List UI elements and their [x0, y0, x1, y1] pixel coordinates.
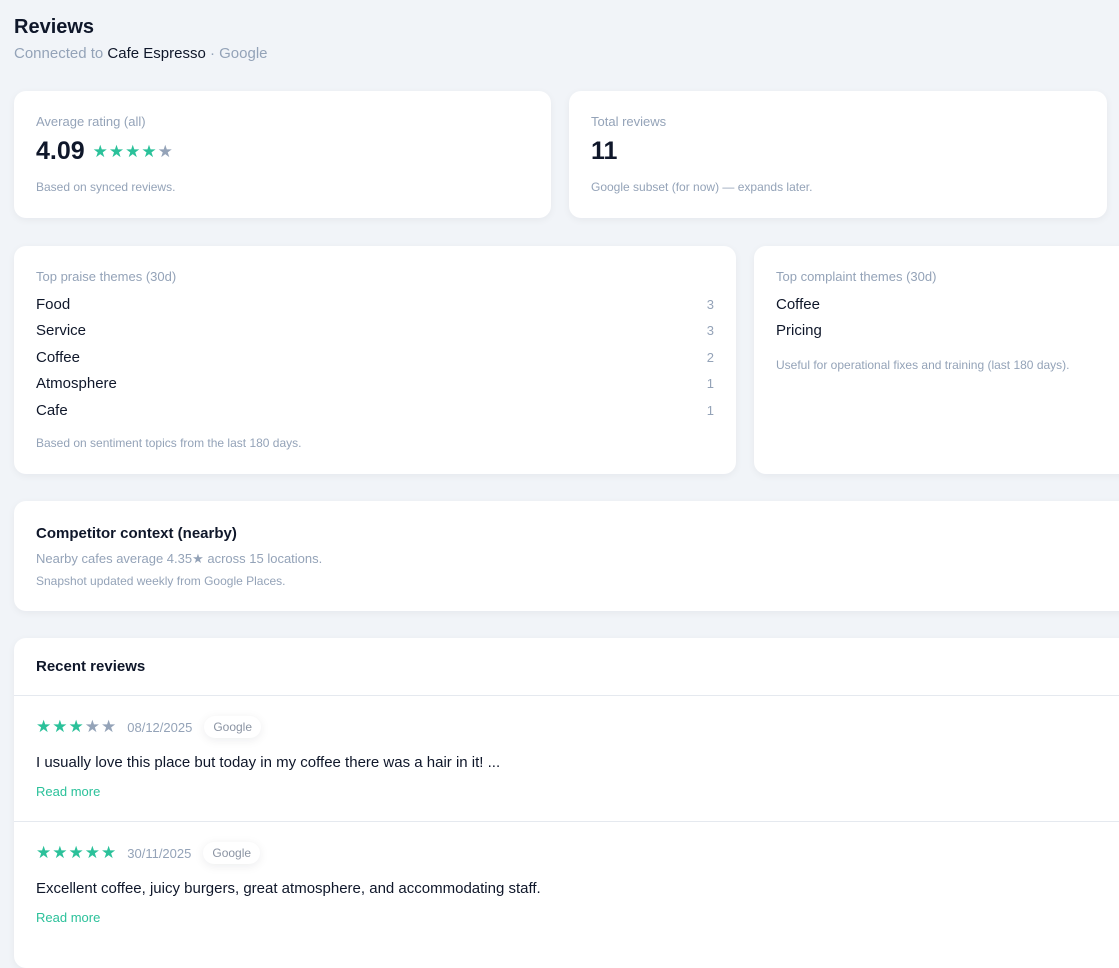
competitor-line: Nearby cafes average 4.35★ across 15 loc… — [36, 551, 323, 566]
rating-stars: ★★★★★ — [93, 142, 174, 162]
star-empty-icon: ★ — [157, 141, 174, 161]
complaint-themes-card: Top complaint themes (30d) Coffee Pricin… — [754, 246, 1119, 474]
star-filled-icon: ★ — [36, 843, 53, 862]
praise-note: Based on sentiment topics from the last … — [36, 436, 302, 450]
complaint-item: Coffee — [776, 295, 820, 313]
star-empty-icon: ★ — [84, 717, 101, 736]
review-text: Excellent coffee, juicy burgers, great a… — [36, 880, 541, 897]
source-badge: Google — [204, 716, 262, 738]
star-filled-icon: ★ — [68, 843, 85, 862]
praise-label: Top praise themes (30d) — [36, 269, 177, 284]
star-filled-icon: ★ — [36, 717, 53, 736]
complaint-note: Useful for operational fixes and trainin… — [776, 358, 1070, 372]
praise-list: Food 3 Service 3 Coffee 2 Atmosphere 1 Cafe 1 — [36, 291, 714, 424]
complaint-item: Pricing — [776, 322, 822, 340]
praise-item: Coffee 2 — [36, 348, 714, 366]
recent-reviews-card: Recent reviews ★★★★★ 08/12/2025 Google I u… — [14, 638, 1119, 968]
avg-label: Average rating (all) — [36, 114, 146, 129]
competitor-title: Competitor context (nearby) — [36, 525, 237, 542]
star-filled-icon: ★ — [68, 717, 85, 736]
total-reviews-card: Total reviews 11 Google subset (for now)… — [569, 91, 1107, 218]
praise-themes-card: Top praise themes (30d) Food 3 Service 3 C… — [14, 246, 736, 474]
business-name: Cafe Espresso — [107, 45, 206, 62]
praise-item: Atmosphere 1 — [36, 375, 714, 393]
total-label: Total reviews — [591, 114, 667, 129]
star-filled-icon: ★ — [92, 141, 109, 161]
star-filled-icon: ★ — [52, 843, 69, 862]
read-more-link[interactable]: Read more — [36, 910, 101, 925]
review-item: ★★★★★ 30/11/2025 Google Excellent coffee, … — [14, 821, 1119, 947]
connection-info: Connected to Cafe Espresso · Google — [14, 45, 268, 62]
total-note: Google subset (for now) — expands later. — [591, 180, 813, 194]
read-more-link[interactable]: Read more — [36, 784, 101, 799]
avg-note: Based on synced reviews. — [36, 180, 176, 194]
page-title: Reviews — [14, 16, 95, 38]
source-badge: Google — [203, 842, 261, 864]
avg-value: 4.09 — [36, 137, 85, 165]
star-filled-icon: ★ — [84, 843, 101, 862]
recent-title: Recent reviews — [36, 658, 146, 675]
star-filled-icon: ★ — [125, 141, 142, 161]
competitor-card: Competitor context (nearby) Nearby cafes… — [14, 501, 1119, 611]
review-text: I usually love this place but today in m… — [36, 754, 501, 771]
review-date: 30/11/2025 — [127, 845, 192, 861]
review-date: 08/12/2025 — [127, 719, 193, 735]
star-filled-icon: ★ — [108, 141, 126, 161]
review-stars: ★★★★★ — [36, 843, 117, 863]
star-filled-icon: ★ — [101, 843, 118, 862]
review-item: ★★★★★ 08/12/2025 Google I usually love thi… — [14, 695, 1119, 821]
connected-prefix: Connected to — [14, 45, 104, 62]
star-filled-icon: ★ — [141, 141, 158, 161]
complaint-list: Coffee Pricing — [776, 291, 1119, 344]
praise-item: Service 3 — [36, 322, 714, 340]
review-stars: ★★★★★ — [36, 717, 117, 737]
complaint-label: Top complaint themes (30d) — [776, 269, 937, 284]
source-name: · Google — [209, 45, 268, 62]
competitor-note: Snapshot updated weekly from Google Plac… — [36, 574, 286, 588]
praise-item: Cafe 1 — [36, 401, 714, 419]
total-value: 11 — [591, 137, 618, 165]
star-filled-icon: ★ — [52, 717, 69, 736]
average-rating-card: Average rating (all) 4.09 ★★★★★ Based on… — [14, 91, 551, 218]
star-empty-icon: ★ — [101, 717, 118, 736]
praise-item: Food 3 — [36, 295, 714, 313]
